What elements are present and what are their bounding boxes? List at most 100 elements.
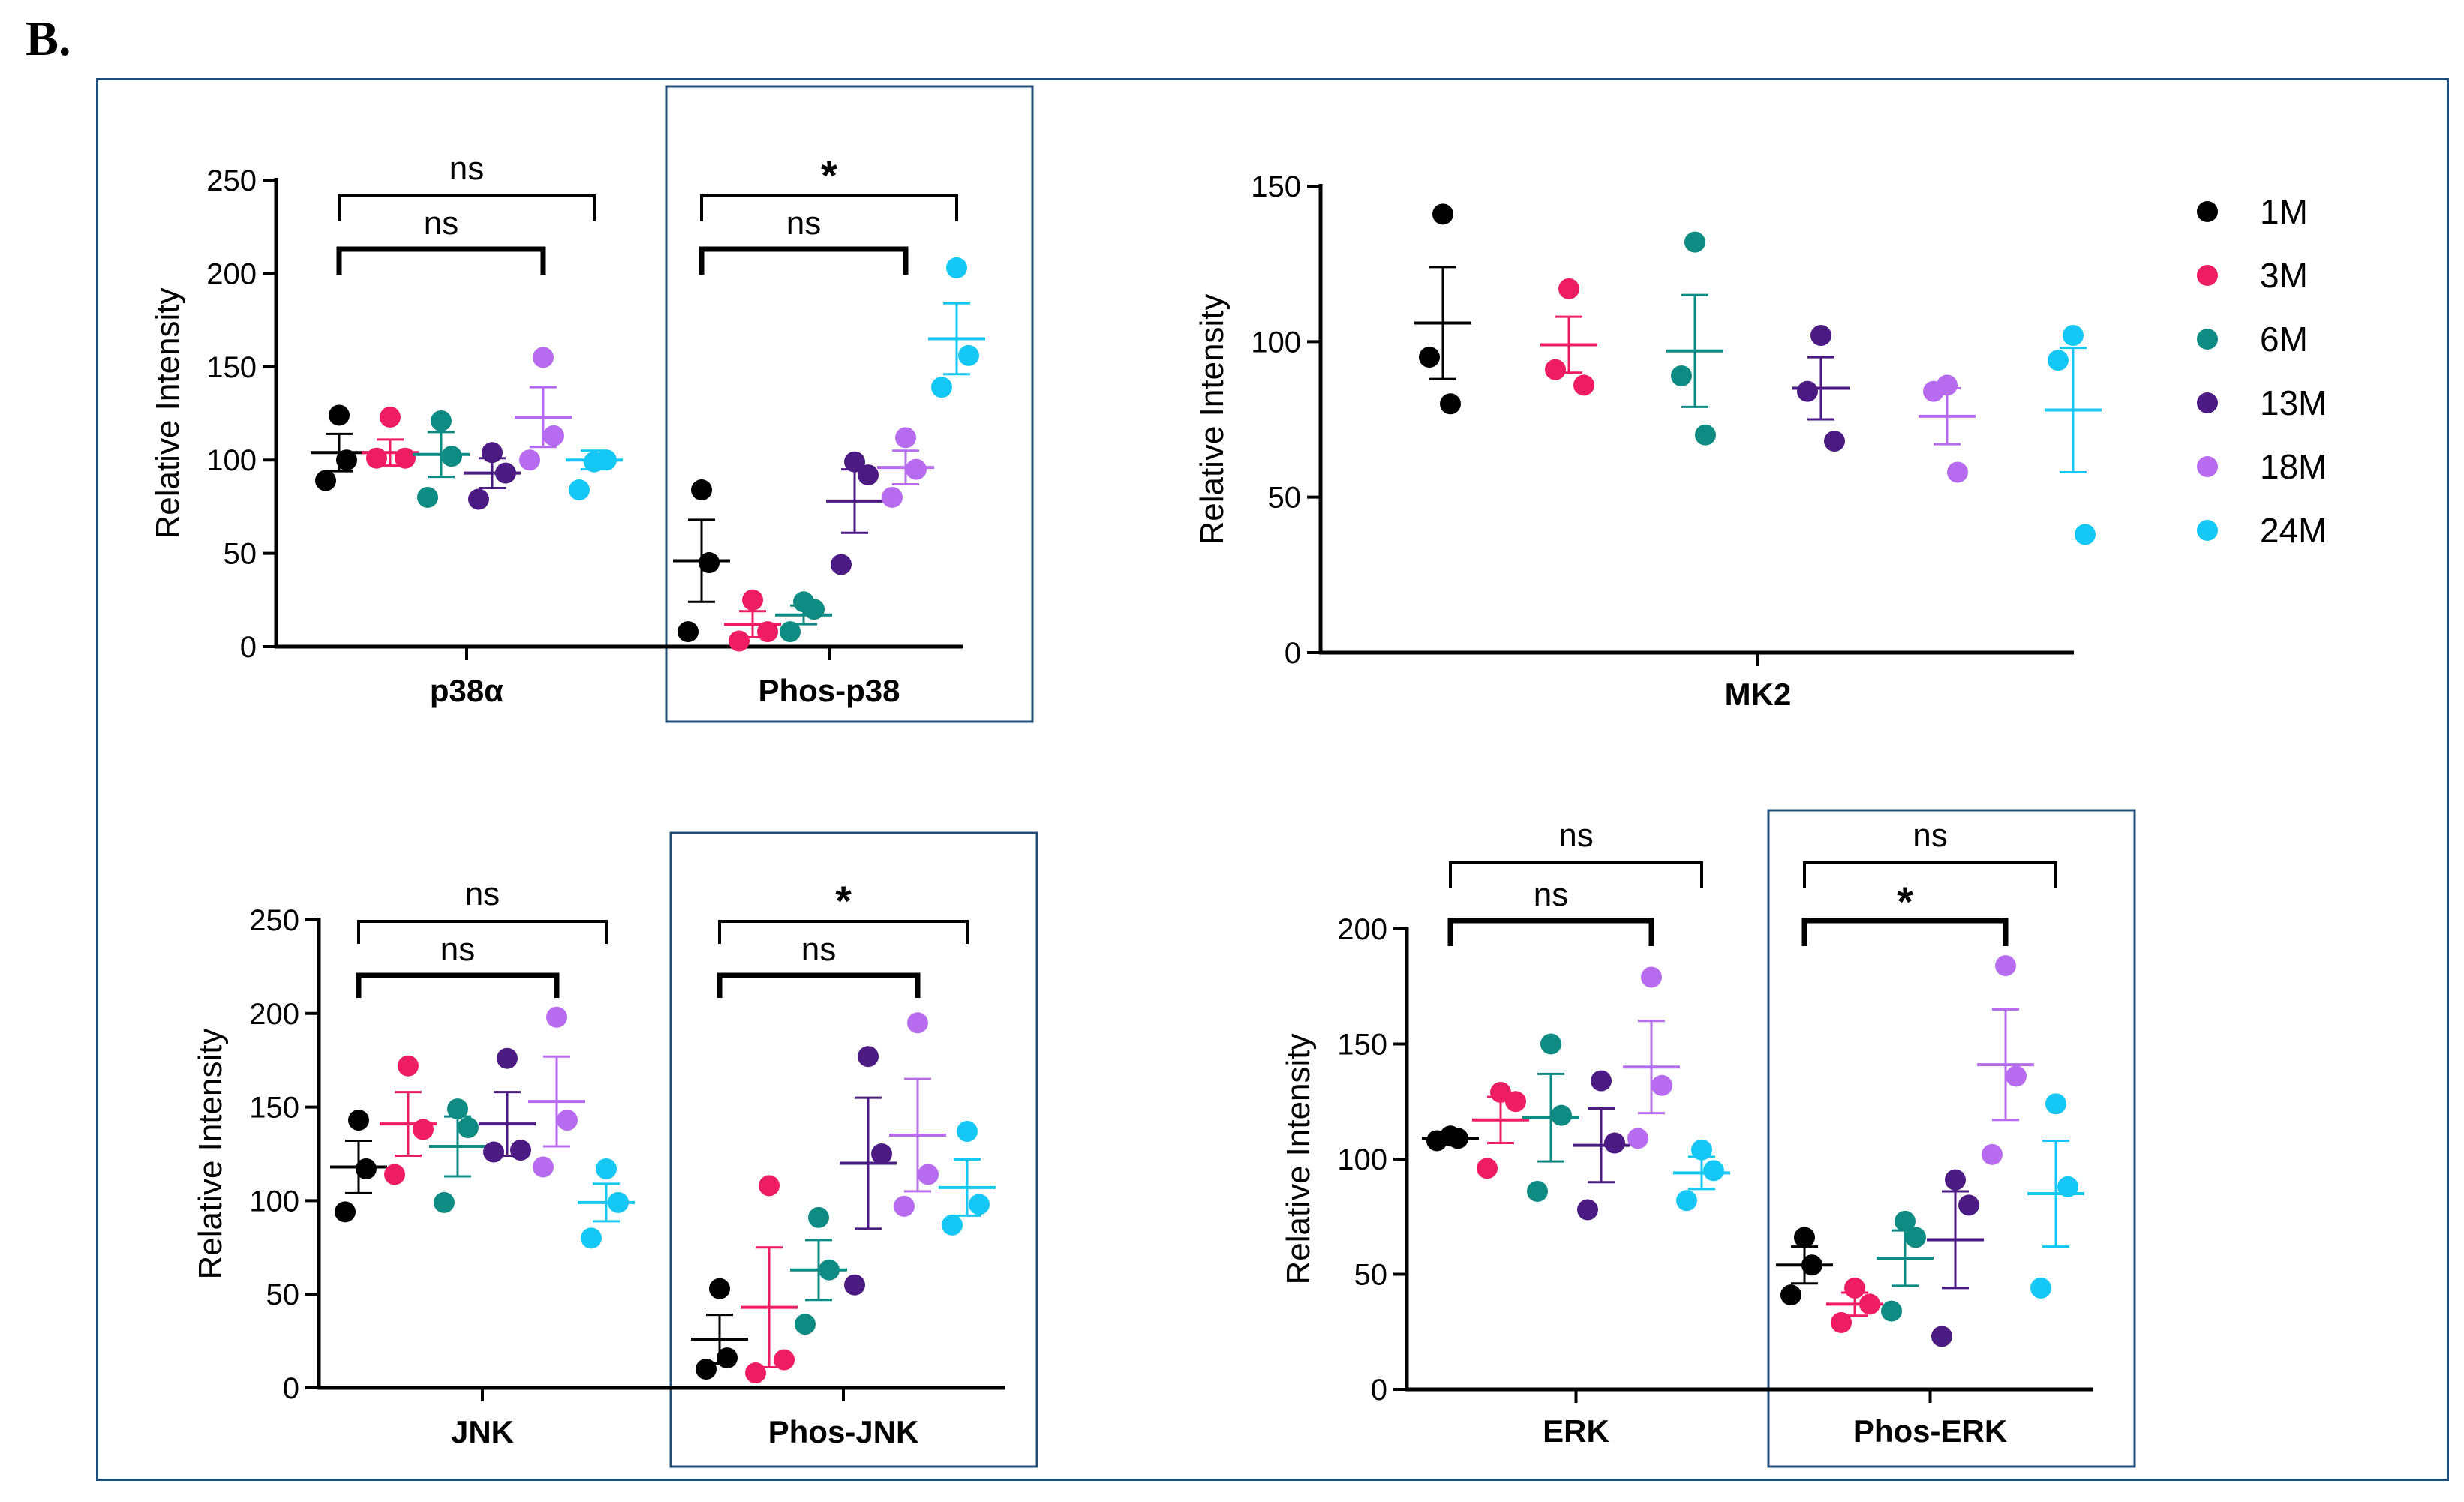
data-point <box>871 1143 892 1164</box>
data-point <box>844 1274 865 1296</box>
significance-label: ns <box>1534 876 1568 913</box>
data-point <box>1859 1293 1880 1315</box>
significance-bracket <box>700 194 958 221</box>
data-point <box>699 552 720 574</box>
data-point <box>742 589 763 611</box>
data-point <box>335 1201 356 1223</box>
significance-label: * <box>821 152 837 199</box>
data-point <box>1527 1180 1548 1202</box>
y-tick-label: 100 <box>249 1185 299 1218</box>
data-point <box>804 599 825 620</box>
y-tick-label: 50 <box>224 538 257 571</box>
y-axis-title: Relative Intensity <box>1280 1033 1317 1284</box>
data-point <box>1591 1070 1612 1092</box>
data-point <box>546 1006 567 1028</box>
data-point <box>395 447 416 469</box>
data-point <box>1905 1227 1926 1248</box>
data-point <box>819 1259 840 1281</box>
data-point <box>795 1314 816 1335</box>
legend-marker <box>2197 265 2218 286</box>
data-point <box>1958 1194 1979 1216</box>
data-point <box>581 1227 602 1249</box>
data-point <box>969 1194 990 1215</box>
y-axis-title: Relative Intensity <box>149 287 186 539</box>
data-point <box>1477 1158 1498 1179</box>
data-point <box>882 486 903 508</box>
data-point <box>2057 1176 2078 1197</box>
data-point <box>2063 325 2084 347</box>
data-point <box>831 554 852 575</box>
y-tick-label: 100 <box>1337 1143 1387 1176</box>
highlight-box <box>669 831 1038 1468</box>
significance-label: ns <box>786 205 821 242</box>
significance-bracket <box>1447 918 1654 946</box>
data-point <box>1801 1254 1822 1276</box>
data-point <box>329 404 350 426</box>
data-point <box>1931 1326 1952 1347</box>
y-tick-label: 250 <box>206 164 257 197</box>
data-point <box>1844 1277 1865 1299</box>
data-point <box>519 449 540 471</box>
x-category-label: p38α <box>430 673 503 708</box>
y-tick-label: 50 <box>1268 482 1302 515</box>
data-point <box>1824 431 1845 452</box>
significance-bracket <box>1449 861 1703 888</box>
data-point <box>1447 1128 1468 1149</box>
data-point <box>497 1047 518 1069</box>
data-point <box>1923 380 1944 402</box>
data-point <box>858 1046 879 1068</box>
highlight-box <box>665 85 1034 723</box>
y-tick-label: 250 <box>249 904 299 937</box>
data-point <box>557 1110 578 1131</box>
data-point <box>1671 365 1692 386</box>
data-point <box>757 621 778 643</box>
data-point <box>1419 347 1440 368</box>
data-point <box>1982 1143 2003 1165</box>
figure-label: B. <box>26 11 71 66</box>
data-point <box>1810 325 1831 347</box>
legend-entry: 3M <box>2260 256 2308 295</box>
data-point <box>431 410 452 431</box>
y-tick-label: 200 <box>249 998 299 1031</box>
data-point <box>348 1110 369 1131</box>
data-point <box>1691 1139 1712 1161</box>
y-tick-label: 150 <box>1251 170 1301 203</box>
significance-bracket <box>338 194 596 221</box>
data-point <box>1651 1074 1672 1096</box>
data-point <box>2030 1277 2051 1299</box>
data-point <box>2045 1093 2066 1115</box>
data-point <box>958 344 979 366</box>
y-tick-label: 200 <box>206 257 257 290</box>
data-point <box>717 1347 738 1369</box>
legend-entry: 13M <box>2260 383 2327 422</box>
legend-marker <box>2197 456 2218 477</box>
data-point <box>413 1119 434 1140</box>
data-point <box>569 479 590 501</box>
data-point <box>441 446 462 467</box>
data-point <box>1684 231 1705 253</box>
data-point <box>946 257 967 278</box>
significance-bracket <box>718 920 969 944</box>
data-point <box>356 1158 377 1179</box>
y-tick-label: 0 <box>283 1372 299 1405</box>
x-category-label: JNK <box>451 1414 514 1449</box>
data-point <box>1440 393 1461 415</box>
y-tick-label: 150 <box>206 351 257 384</box>
data-point <box>543 425 564 446</box>
data-point <box>1540 1033 1561 1055</box>
y-tick-label: 150 <box>249 1092 299 1125</box>
data-point <box>931 377 952 398</box>
legend-entry: 6M <box>2260 320 2308 359</box>
data-point <box>1945 1169 1966 1191</box>
significance-label: * <box>1897 878 1913 925</box>
significance-label: ns <box>424 205 458 242</box>
data-point <box>1641 966 1662 988</box>
data-point <box>468 488 489 510</box>
legend-marker <box>2197 392 2218 413</box>
data-point <box>1551 1104 1572 1126</box>
data-point <box>759 1175 780 1197</box>
data-point <box>858 464 879 486</box>
data-point <box>942 1214 963 1236</box>
significance-bracket <box>356 972 560 998</box>
